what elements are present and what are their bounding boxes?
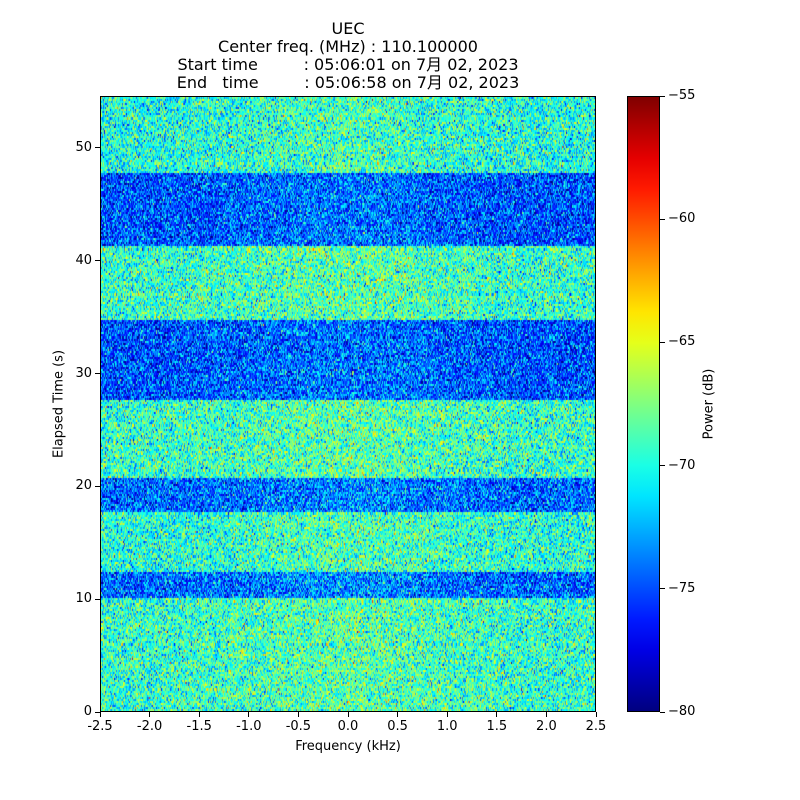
x-tick-mark [297, 712, 299, 717]
x-tick-mark [99, 712, 101, 717]
x-tick-label: -1.5 [186, 719, 212, 734]
x-tick-mark [595, 712, 597, 717]
x-tick-mark [446, 712, 448, 717]
colorbar [627, 96, 660, 712]
colorbar-tick-mark [660, 711, 665, 713]
y-tick-mark [95, 598, 100, 600]
x-tick-label: 1.0 [436, 719, 458, 734]
colorbar-tick-label: −80 [668, 704, 696, 719]
y-tick-mark [95, 373, 100, 375]
colorbar-label: Power (dB) [701, 368, 717, 440]
y-axis-label: Elapsed Time (s) [51, 349, 67, 459]
chart-title-line-2: Center freq. (MHz) : 110.100000 [218, 37, 478, 56]
y-tick-label: 30 [75, 365, 92, 381]
x-axis-label: Frequency (kHz) [295, 739, 401, 754]
colorbar-tick-mark [660, 465, 665, 467]
colorbar-tick-label: −70 [668, 457, 696, 473]
x-tick-mark [198, 712, 200, 717]
x-tick-mark [496, 712, 498, 717]
colorbar-tick-mark [660, 95, 665, 97]
y-tick-label: 10 [75, 591, 92, 607]
colorbar-tick-label: −75 [668, 580, 696, 596]
spectrogram-heatmap [101, 97, 595, 711]
colorbar-tick-mark [660, 341, 665, 343]
colorbar-tick-mark [660, 218, 665, 220]
x-tick-label: 1.5 [486, 719, 508, 734]
chart-title-line-1: UEC [331, 19, 365, 38]
colorbar-tick-label: −60 [668, 211, 696, 227]
x-tick-mark [347, 712, 349, 717]
plot-frame [100, 96, 596, 712]
colorbar-tick-label: −55 [668, 88, 696, 103]
colorbar-tick-label: −65 [668, 334, 696, 350]
chart-title-line-3: Start time : 05:06:01 on 7月 02, 2023 [177, 55, 519, 74]
x-tick-mark [397, 712, 399, 717]
x-tick-label: -0.5 [285, 719, 312, 734]
y-tick-mark [95, 147, 100, 149]
y-tick-mark [95, 711, 100, 713]
x-tick-label: 2.0 [536, 719, 557, 734]
x-tick-label: -2.0 [136, 719, 163, 734]
y-tick-label: 20 [75, 478, 92, 494]
x-tick-label: 2.5 [585, 719, 607, 734]
x-tick-mark [545, 712, 547, 717]
y-tick-mark [95, 485, 100, 487]
x-tick-label: -1.0 [236, 719, 262, 734]
y-tick-label: 0 [83, 704, 92, 719]
colorbar-tick-mark [660, 588, 665, 590]
x-tick-mark [149, 712, 151, 717]
chart-title-line-4: End time : 05:06:58 on 7月 02, 2023 [176, 73, 520, 92]
x-tick-label: 0.5 [387, 719, 408, 734]
x-tick-label: -2.5 [87, 719, 113, 734]
y-tick-label: 40 [75, 252, 92, 268]
y-tick-label: 50 [75, 139, 92, 155]
y-tick-mark [95, 260, 100, 262]
x-tick-label: 0.0 [337, 719, 359, 734]
x-tick-mark [248, 712, 250, 717]
